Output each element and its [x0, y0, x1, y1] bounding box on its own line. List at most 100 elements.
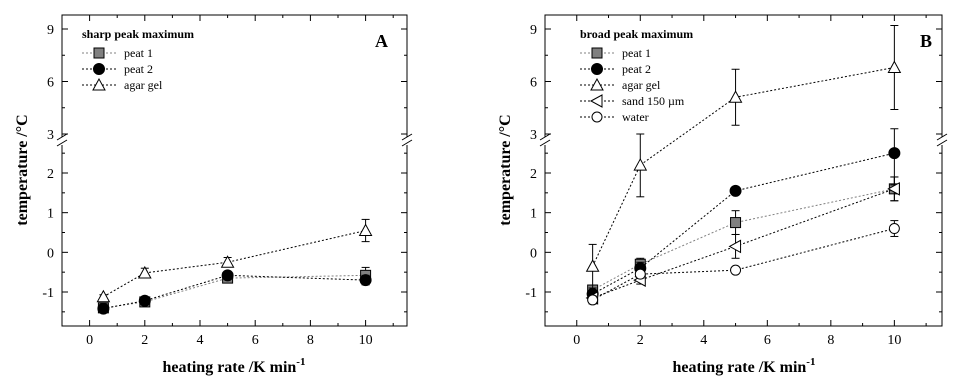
legend-title: sharp peak maximum: [82, 27, 194, 41]
x-tick-label: 4: [197, 333, 204, 348]
legend-label: agar gel: [622, 78, 661, 92]
legend-item: agar gel: [580, 77, 661, 92]
data-point: [585, 259, 600, 272]
legend-label: water: [622, 110, 649, 124]
series-3: [585, 176, 900, 305]
axis-break-mark: [936, 133, 948, 141]
y-tick-label: 9: [47, 23, 54, 38]
x-axis-title: heating rate /K min-1: [163, 356, 306, 376]
legend-marker: [591, 63, 603, 75]
y-tick-label: 9: [530, 23, 537, 38]
y-tick-label: 1: [530, 207, 537, 222]
x-axis-title-exponent: -1: [806, 356, 815, 368]
axis-ticks: 0 2 4 6 8 10 -1 0 1 2 3 6 9: [525, 15, 948, 348]
axis-break-gap: [403, 137, 411, 145]
x-tick-label: 6: [764, 333, 771, 348]
x-tick-label: 4: [700, 333, 707, 348]
data-point: [137, 265, 152, 279]
series-0: [97, 266, 372, 314]
axis-break-mark: [401, 139, 413, 147]
y-tick-label: 6: [47, 76, 54, 91]
y-tick-label: 2: [47, 167, 54, 182]
y-tick-label: -1: [525, 286, 537, 301]
y-tick-label: -1: [42, 286, 54, 301]
x-tick-label: 2: [637, 333, 644, 348]
legend-item: peat 1: [82, 46, 153, 60]
legend-label: peat 1: [622, 46, 651, 60]
data-point: [888, 223, 900, 235]
data-point: [730, 264, 742, 276]
legend-marker: [591, 111, 603, 123]
y-tick-label: 3: [530, 128, 537, 143]
legend-item: water: [580, 110, 649, 124]
legend-label: sand 150 µm: [622, 94, 685, 108]
x-tick-label: 10: [359, 333, 373, 348]
legend-marker: [589, 94, 603, 108]
data-point: [220, 255, 235, 268]
legend-label: peat 2: [124, 62, 153, 76]
data-point: [887, 60, 902, 73]
series-2: [585, 25, 902, 289]
data-point: [138, 294, 151, 307]
panel-a: A temperature /°C heating rate /K min-1 …: [14, 14, 413, 376]
data-point: [359, 274, 372, 287]
x-tick-label: 8: [827, 333, 834, 348]
x-axis-title-main: heating rate /K min: [163, 359, 297, 376]
series-2: [96, 218, 373, 303]
axis-ticks: 0 2 4 6 8 10 -1 0 1 2 3 6 9: [42, 15, 413, 348]
y-tick-label: 3: [47, 128, 54, 143]
y-tick-label: 1: [47, 207, 54, 222]
data-point: [587, 294, 599, 306]
legend-item: peat 2: [580, 62, 651, 76]
legend: peat 1 peat 2 agar gel: [82, 46, 163, 92]
axis-break-mark: [401, 133, 413, 141]
panel-letter: B: [920, 31, 932, 51]
axis-break-gap: [541, 137, 549, 145]
data-point: [96, 289, 111, 303]
data-point: [730, 217, 742, 229]
data-point: [728, 90, 743, 103]
series-0: [587, 176, 900, 296]
series-line: [103, 230, 366, 298]
x-axis-title: heating rate /K min-1: [673, 356, 816, 376]
legend-marker: [591, 47, 603, 59]
series-line: [592, 188, 895, 299]
data-point: [97, 302, 110, 315]
axis-break-mark: [936, 139, 948, 147]
legend-item: peat 2: [82, 62, 153, 76]
legend-label: peat 2: [622, 62, 651, 76]
axis-break-mark: [539, 139, 551, 147]
x-tick-label: 0: [573, 333, 580, 348]
legend-marker: [93, 63, 105, 75]
axis-break-mark: [56, 139, 68, 147]
plot-frame: [544, 14, 943, 327]
series-line: [592, 67, 895, 267]
x-tick-label: 2: [141, 333, 148, 348]
x-tick-label: 0: [86, 333, 93, 348]
legend-label: agar gel: [124, 78, 163, 92]
y-axis-title: temperature /°C: [14, 114, 31, 225]
data-point: [221, 269, 234, 282]
plot-frame: [61, 14, 408, 327]
data-point: [633, 158, 648, 171]
legend-item: peat 1: [580, 46, 651, 60]
axis-break-gap: [58, 137, 66, 145]
axis-break-mark: [539, 133, 551, 141]
legend-title: broad peak maximum: [580, 27, 693, 41]
data-point: [888, 147, 901, 160]
legend-marker: [92, 77, 106, 91]
series-line: [592, 228, 895, 301]
axis-break-gap: [938, 137, 946, 145]
series-1: [97, 269, 372, 315]
x-tick-label: 8: [307, 333, 314, 348]
x-tick-label: 6: [252, 333, 259, 348]
series-layer: [585, 25, 902, 306]
data-point: [634, 268, 646, 280]
data-point: [728, 239, 742, 254]
axis-break-mark: [56, 133, 68, 141]
data-point: [358, 223, 373, 237]
series-layer: [96, 218, 373, 315]
y-tick-label: 0: [530, 246, 537, 261]
y-tick-label: 6: [530, 76, 537, 91]
